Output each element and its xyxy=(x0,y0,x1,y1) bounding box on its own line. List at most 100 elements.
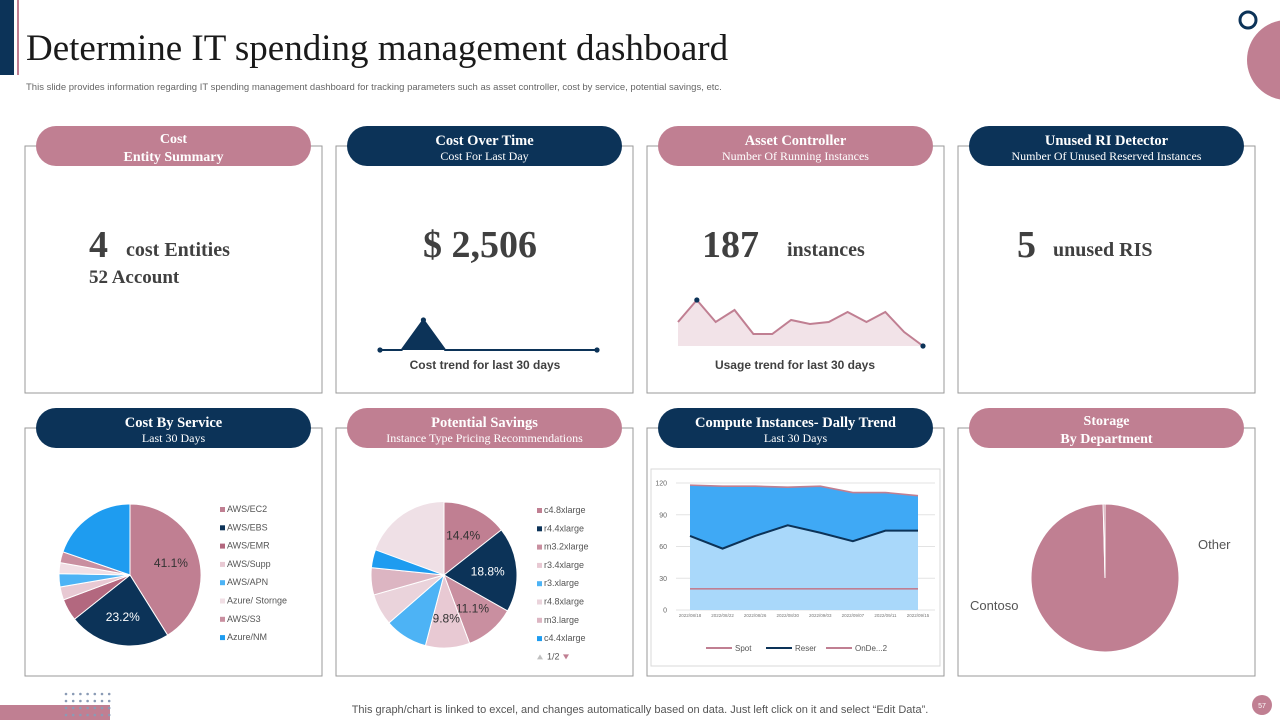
panel-subtitle: Last 30 Days xyxy=(764,431,828,445)
pie-slice xyxy=(370,549,445,576)
pie-slice xyxy=(443,529,518,612)
y-tick-label: 60 xyxy=(659,544,667,551)
dot xyxy=(93,706,97,710)
dot xyxy=(64,706,68,710)
panel-title: Unused RI Detector xyxy=(1045,133,1169,149)
x-tick-label: 2022/08/22 xyxy=(711,613,734,618)
panel-header xyxy=(658,126,933,166)
panel-header xyxy=(36,126,311,166)
dot xyxy=(86,692,89,696)
dot-grid xyxy=(64,692,111,717)
panel-subtitle: Cost For Last Day xyxy=(440,149,528,163)
legend-label: m3.2xlarge xyxy=(544,542,589,552)
panel-header xyxy=(969,126,1244,166)
pie-slice xyxy=(62,503,131,576)
x-tick-label: 2022/09/03 xyxy=(809,613,832,618)
legend-label: m3.large xyxy=(544,615,579,625)
legend-label: AWS/EBS xyxy=(227,522,268,532)
dot xyxy=(100,692,104,696)
corner-line xyxy=(17,0,19,75)
dot xyxy=(79,699,82,703)
dot xyxy=(71,699,75,703)
x-tick-label: 2022/08/18 xyxy=(679,613,702,618)
panel-subtitle: Last 30 Days xyxy=(142,431,206,445)
pie-slice xyxy=(129,503,202,636)
pie-value-label: 23.2% xyxy=(106,610,140,624)
legend-swatch xyxy=(220,580,225,586)
dot xyxy=(71,706,75,710)
footer-note: This graph/chart is linked to excel, and… xyxy=(352,704,929,716)
pager-next xyxy=(563,654,569,660)
legend-swatch xyxy=(220,635,225,641)
legend-swatch xyxy=(220,525,225,531)
legend-swatch xyxy=(537,581,542,587)
y-tick-label: 120 xyxy=(655,481,667,488)
sparkline-dot xyxy=(377,347,383,353)
legend-label: c4.8xlarge xyxy=(544,505,586,515)
pie-value-label: 18.8% xyxy=(471,565,505,579)
bottom-bar xyxy=(0,705,110,720)
panel xyxy=(335,145,634,394)
pager-prev xyxy=(537,654,543,660)
sparkline-dot xyxy=(920,343,926,349)
x-tick-label: 2022/09/11 xyxy=(874,613,897,618)
panel-subtitle: Number Of Unused Reserved Instances xyxy=(1012,149,1202,163)
sparkline xyxy=(677,298,924,347)
legend-label: AWS/EMR xyxy=(227,541,270,551)
panel-title: Storage xyxy=(1084,414,1130,429)
legend-label: AWS/EC2 xyxy=(227,504,267,514)
legend-label: OnDe...2 xyxy=(855,644,888,653)
legend-label: Azure/NM xyxy=(227,632,267,642)
callout-label: Contoso xyxy=(970,598,1018,613)
pie-value-label: 14.4% xyxy=(446,529,480,543)
panel-title: Entity Summary xyxy=(124,150,224,165)
panel xyxy=(646,145,945,394)
series-line xyxy=(689,484,919,497)
callout-label: Other xyxy=(1198,537,1231,552)
dot xyxy=(79,713,82,717)
panel-header xyxy=(969,408,1244,448)
corner-bar xyxy=(0,0,14,75)
panel-title: Cost Over Time xyxy=(435,133,534,149)
dot xyxy=(79,706,82,710)
dot xyxy=(107,699,111,703)
dot xyxy=(93,692,97,696)
dot xyxy=(107,706,111,710)
pie-slice xyxy=(1102,503,1106,579)
pager-label: 1/2 xyxy=(547,651,560,661)
legend-swatch xyxy=(220,598,225,604)
legend-label: Spot xyxy=(735,644,752,653)
dot xyxy=(64,699,68,703)
sparkline xyxy=(380,318,597,351)
series-line xyxy=(689,524,918,550)
sparkline-area xyxy=(380,320,597,350)
panel-title: Cost xyxy=(160,132,188,147)
legend-label: AWS/Supp xyxy=(227,559,271,569)
dot xyxy=(86,713,89,717)
panel xyxy=(957,145,1256,394)
panel-subtitle: Instance Type Pricing Recommendations xyxy=(386,431,583,445)
chart-frame xyxy=(650,468,941,667)
pie-slice xyxy=(443,501,503,577)
legend-label: r4.4xlarge xyxy=(544,523,584,533)
dot xyxy=(107,713,111,717)
dot xyxy=(64,692,68,696)
dot xyxy=(100,699,104,703)
pie-value-label: 41.1% xyxy=(154,556,188,570)
dot xyxy=(93,699,97,703)
legend-swatch xyxy=(537,636,542,642)
legend-label: AWS/APN xyxy=(227,577,268,587)
legend-swatch xyxy=(220,561,225,567)
x-tick-label: 2022/09/07 xyxy=(842,613,865,618)
sparkline-caption: Cost trend for last 30 days xyxy=(410,358,561,372)
kpi-value: 4 xyxy=(89,224,108,266)
slide-title: Determine IT spending management dashboa… xyxy=(26,28,729,69)
legend-label: r3.4xlarge xyxy=(544,560,584,570)
pie-value-label: 11.1% xyxy=(456,601,489,615)
sparkline-dot xyxy=(420,317,426,323)
legend-swatch xyxy=(537,508,542,513)
dot xyxy=(100,706,104,710)
legend-swatch xyxy=(537,599,542,605)
legend-label: Azure/ Stornge xyxy=(227,596,287,606)
